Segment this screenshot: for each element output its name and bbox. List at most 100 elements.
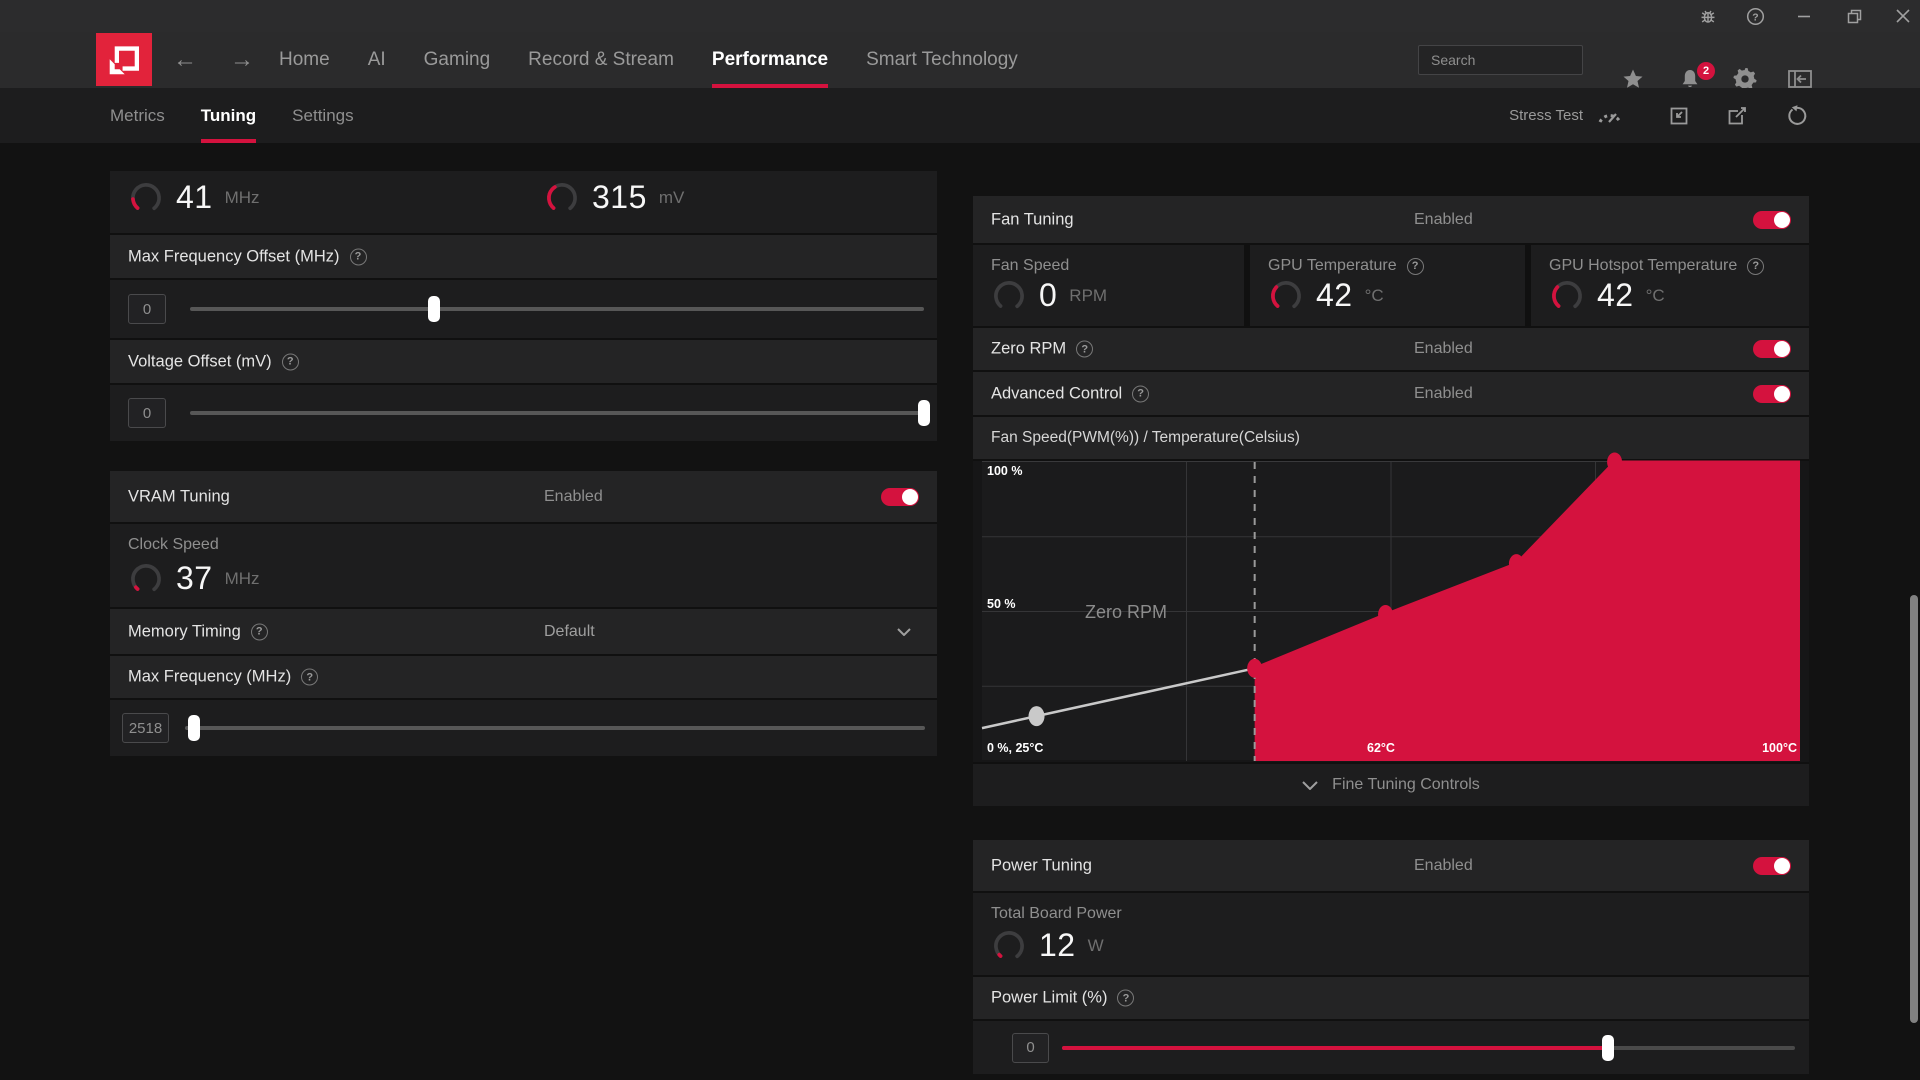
nav-item-ai[interactable]: AI (367, 49, 386, 70)
stress-gauge-icon[interactable] (1596, 107, 1624, 125)
dock-panel-icon[interactable] (1786, 65, 1814, 93)
help-icon[interactable]: ? (301, 668, 319, 686)
reset-icon[interactable] (1786, 104, 1808, 127)
gpu-temperature-value: 42 (1316, 277, 1353, 313)
scrollbar-thumb[interactable] (1910, 595, 1918, 1023)
fan-power-panel: Fan Tuning Enabled Fan Speed 0 (973, 196, 1809, 1080)
board-power-unit: W (1087, 935, 1104, 955)
fan-curve-point[interactable] (1028, 706, 1045, 727)
svg-text:?: ? (1752, 12, 1758, 23)
zero-rpm-toggle[interactable] (1753, 340, 1791, 358)
tab-settings[interactable]: Settings (292, 105, 354, 125)
nav-item-record-stream[interactable]: Record & Stream (528, 49, 674, 70)
power-tuning-toggle[interactable] (1753, 856, 1791, 875)
y-axis-50-label: 50 % (987, 597, 1016, 611)
help-icon[interactable]: ? (349, 248, 367, 265)
gpu-temperature-cell: GPU Temperature? 42 °C (1250, 245, 1525, 326)
max-frequency-offset-input[interactable]: 0 (128, 294, 166, 324)
x-axis-100-label: 100°C (1762, 741, 1797, 755)
fan-tuning-toggle[interactable] (1753, 210, 1791, 229)
advanced-control-row: Advanced Control? Enabled (973, 372, 1809, 415)
close-icon[interactable] (1886, 0, 1920, 32)
gear-icon[interactable] (1731, 65, 1759, 93)
power-enabled-label: Enabled (1414, 856, 1473, 874)
chevron-down-icon (897, 627, 911, 636)
zero-rpm-annotation: Zero RPM (1085, 602, 1168, 622)
voltage-gauge-icon (547, 182, 577, 213)
vram-max-frequency-input[interactable]: 2518 (122, 713, 169, 743)
gpu-clock-speed-cell: Clock Speed 41 MHz (110, 171, 520, 233)
fan-curve-point[interactable] (1247, 658, 1263, 678)
power-limit-header: Power Limit (%)? (973, 977, 1809, 1019)
memory-timing-value: Default (544, 622, 595, 640)
tab-metrics[interactable]: Metrics (110, 105, 165, 125)
voltage-offset-input[interactable]: 0 (128, 398, 166, 428)
subnav-tools: Stress Test (1509, 88, 1808, 143)
chevron-down-icon (1302, 780, 1318, 790)
gpu-temperature-label: GPU Temperature (1268, 257, 1397, 274)
gpu-hotspot-temperature-cell: GPU Hotspot Temperature? 42 °C (1531, 245, 1809, 326)
back-arrow-icon[interactable]: ← (173, 46, 197, 73)
power-limit-label: Power Limit (%) (991, 988, 1108, 1007)
amd-logo[interactable] (96, 33, 152, 86)
slider-handle[interactable] (428, 296, 441, 322)
nav-item-gaming[interactable]: Gaming (423, 49, 491, 70)
slider-handle[interactable] (187, 715, 200, 741)
search-input[interactable] (1419, 52, 1620, 68)
advanced-control-enabled-label: Enabled (1414, 384, 1473, 402)
search-box (1418, 45, 1620, 75)
clock-speed-value: 41 (176, 179, 213, 215)
bell-icon[interactable] (1676, 65, 1704, 93)
bug-report-icon[interactable] (1691, 0, 1725, 32)
stress-test-label: Stress Test (1509, 107, 1583, 124)
fan-curve-point[interactable] (1607, 452, 1623, 472)
main-menu: Home AI Gaming Record & Stream Performan… (279, 32, 1018, 88)
minimize-icon[interactable] (1787, 0, 1821, 32)
nav-item-performance[interactable]: Performance (711, 32, 829, 88)
help-icon[interactable]: ? (1132, 385, 1150, 402)
chart-title-row: Fan Speed(PWM(%)) / Temperature(Celsius) (973, 417, 1809, 459)
memory-timing-dropdown[interactable]: Default (526, 609, 937, 654)
board-power-value: 12 (1039, 927, 1076, 963)
help-icon[interactable]: ? (250, 623, 268, 640)
help-icon[interactable]: ? (1406, 257, 1424, 275)
power-tuning-card: Power Tuning Enabled Total Board Power 1… (973, 840, 1809, 1074)
vram-max-frequency-header: Max Frequency (MHz)? (110, 656, 937, 698)
advanced-control-toggle[interactable] (1753, 384, 1791, 403)
slider-handle[interactable] (918, 400, 930, 426)
gpu-tuning-panel: Clock Speed 41 MHz Voltage (110, 171, 937, 1080)
vram-max-frequency-slider-row: 2518 (110, 700, 937, 756)
clock-speed-gauge-icon (131, 182, 161, 213)
fine-tuning-row[interactable]: Fine Tuning Controls (973, 764, 1809, 806)
fan-speed-label: Fan Speed (991, 257, 1070, 274)
help-icon[interactable]: ? (1076, 340, 1094, 358)
slider-handle[interactable] (1602, 1034, 1615, 1061)
subtabs: Metrics Tuning Settings (110, 88, 354, 143)
fan-curve-plot[interactable] (981, 452, 1800, 761)
fan-curve-point[interactable] (1378, 604, 1394, 624)
star-icon[interactable] (1619, 65, 1647, 93)
fan-curve-point[interactable] (1508, 554, 1524, 574)
power-limit-input[interactable]: 0 (1012, 1032, 1049, 1063)
help-icon[interactable]: ? (1738, 0, 1772, 32)
import-icon[interactable] (1668, 105, 1690, 127)
restore-icon[interactable] (1837, 0, 1871, 32)
fan-enabled-label: Enabled (1414, 210, 1473, 228)
help-icon[interactable]: ? (1117, 989, 1135, 1007)
nav-item-home[interactable]: Home (279, 49, 330, 70)
tab-tuning[interactable]: Tuning (200, 88, 257, 143)
nav-item-smart-technology[interactable]: Smart Technology (866, 49, 1018, 70)
help-icon[interactable]: ? (281, 353, 299, 370)
gpu-hotspot-unit: °C (1645, 285, 1665, 305)
power-limit-slider-row: 0 (973, 1021, 1809, 1074)
forward-arrow-icon[interactable]: → (230, 46, 254, 73)
vram-tuning-card: VRAM Tuning Enabled Clock Speed 37 MHz (110, 471, 937, 756)
tuning-content: Clock Speed 41 MHz Voltage (0, 143, 1920, 1080)
gpu-temperature-gauge-icon (1271, 280, 1301, 311)
export-icon[interactable] (1726, 105, 1750, 127)
fan-tuning-card: Fan Tuning Enabled Fan Speed 0 (973, 196, 1809, 806)
help-icon[interactable]: ? (1747, 257, 1765, 275)
main-navbar: ← → Home AI Gaming Record & Stream Perfo… (0, 32, 1920, 91)
fan-speed-unit: RPM (1069, 285, 1108, 305)
vram-tuning-toggle[interactable] (881, 487, 919, 506)
